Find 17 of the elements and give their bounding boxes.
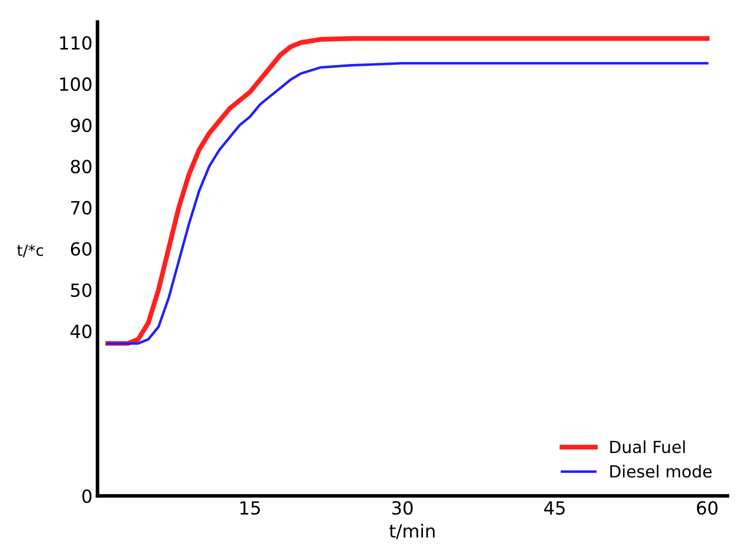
x-axis-title: t/min (389, 524, 435, 540)
y-tick-label: 90 (70, 118, 92, 132)
y-tick-label: 110 (60, 36, 92, 50)
x-tick-label: 30 (392, 501, 413, 515)
legend-label: Diesel mode (610, 464, 712, 478)
y-tick-label: 50 (71, 283, 92, 297)
y-tick-label: 100 (60, 77, 92, 91)
y-tick-label: 80 (70, 160, 92, 174)
y-tick-label: 0 (82, 489, 92, 504)
legend-label: Dual Fuel (610, 440, 685, 454)
y-tick-label: 60 (70, 242, 92, 256)
y-axis-title: t/*c (17, 244, 44, 258)
x-tick-label: 15 (240, 501, 260, 515)
x-tick-label: 60 (696, 501, 718, 515)
x-tick-label: 45 (544, 501, 565, 515)
y-tick-label: 70 (71, 200, 92, 215)
y-tick-label: 40 (70, 324, 92, 338)
